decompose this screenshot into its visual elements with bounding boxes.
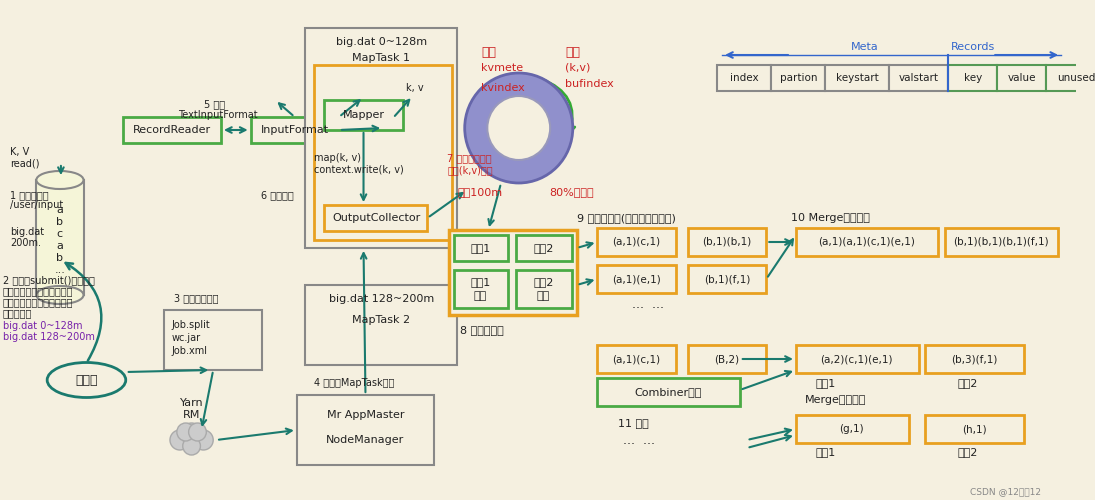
Text: 1 待处理文件: 1 待处理文件 [10, 190, 48, 200]
FancyBboxPatch shape [688, 265, 766, 293]
Circle shape [170, 430, 189, 450]
FancyBboxPatch shape [449, 230, 577, 315]
Text: Job.split: Job.split [172, 320, 210, 330]
Text: (h,1): (h,1) [963, 424, 987, 434]
Text: a: a [57, 205, 64, 215]
Text: K, V: K, V [10, 147, 30, 157]
Circle shape [181, 423, 203, 445]
Text: value: value [1007, 73, 1036, 83]
Text: 5 默认: 5 默认 [204, 99, 224, 109]
Text: Yarn: Yarn [180, 398, 204, 408]
Text: 数据: 数据 [565, 46, 580, 59]
Text: 分配的规划: 分配的规划 [3, 308, 33, 318]
Circle shape [183, 437, 200, 455]
Text: 11 合并: 11 合并 [619, 418, 649, 428]
Text: 分区2: 分区2 [533, 277, 553, 287]
Text: unused: unused [1057, 73, 1095, 83]
FancyBboxPatch shape [925, 345, 1024, 373]
Text: CSDN @12十二12: CSDN @12十二12 [970, 488, 1041, 496]
Text: 8 分区、排序: 8 分区、排序 [460, 325, 504, 335]
Text: (b,1)(f,1): (b,1)(f,1) [704, 274, 750, 284]
Text: keystart: keystart [835, 73, 878, 83]
Text: Merge归并排序: Merge归并排序 [805, 395, 866, 405]
Text: 200m.: 200m. [10, 238, 41, 248]
FancyBboxPatch shape [948, 65, 998, 91]
Text: (a,1)(c,1): (a,1)(c,1) [612, 354, 660, 364]
Text: MapTask 2: MapTask 2 [353, 315, 411, 325]
Text: context.write(k, v): context.write(k, v) [314, 165, 404, 175]
Text: 分区1: 分区1 [471, 277, 491, 287]
Text: 6 逻辑运算: 6 逻辑运算 [261, 190, 293, 200]
Text: (a,2)(c,1)(e,1): (a,2)(c,1)(e,1) [820, 354, 892, 364]
Text: (k,v): (k,v) [565, 63, 590, 73]
FancyBboxPatch shape [304, 285, 457, 365]
Text: Records: Records [950, 42, 994, 52]
Text: 2 客户端submit()前，获取: 2 客户端submit()前，获取 [3, 275, 95, 285]
Text: (g,1): (g,1) [840, 424, 864, 434]
FancyBboxPatch shape [925, 415, 1024, 443]
Text: c: c [57, 229, 64, 239]
Text: big.dat: big.dat [10, 227, 44, 237]
Text: (b,1)(b,1): (b,1)(b,1) [702, 237, 751, 247]
Text: ···  ···: ··· ··· [633, 302, 665, 314]
FancyBboxPatch shape [771, 65, 826, 91]
Text: kvmete: kvmete [482, 63, 523, 73]
Text: 分区1: 分区1 [815, 447, 835, 457]
Text: key: key [964, 73, 982, 83]
Text: 待处理数据的信息，然后根: 待处理数据的信息，然后根 [3, 286, 73, 296]
Text: (b,3)(f,1): (b,3)(f,1) [952, 354, 998, 364]
Text: OutputCollector: OutputCollector [332, 213, 420, 223]
Text: /user/input: /user/input [10, 200, 64, 210]
FancyBboxPatch shape [36, 180, 83, 295]
FancyBboxPatch shape [826, 65, 889, 91]
Text: 分区2: 分区2 [957, 447, 978, 457]
Text: (a,1)(e,1): (a,1)(e,1) [612, 274, 661, 284]
FancyBboxPatch shape [164, 310, 263, 370]
Text: NodeManager: NodeManager [326, 435, 405, 445]
Text: b: b [57, 253, 64, 263]
FancyBboxPatch shape [304, 28, 457, 248]
Text: (b,1)(b,1)(b,1)(f,1): (b,1)(b,1)(b,1)(f,1) [954, 237, 1049, 247]
Circle shape [188, 423, 206, 441]
Text: big.dat 0~128m: big.dat 0~128m [3, 321, 82, 331]
Text: 排序: 排序 [537, 291, 550, 301]
FancyBboxPatch shape [123, 117, 221, 143]
FancyBboxPatch shape [598, 345, 676, 373]
Text: 分区1: 分区1 [471, 243, 491, 253]
Text: RM: RM [183, 410, 200, 420]
Text: 9 溢出到文件(分区且区内有序): 9 溢出到文件(分区且区内有序) [577, 213, 677, 223]
Text: Mapper: Mapper [343, 110, 384, 120]
Text: RecordReader: RecordReader [132, 125, 211, 135]
FancyBboxPatch shape [688, 228, 766, 256]
FancyBboxPatch shape [516, 235, 572, 261]
Text: 3 提交切片信息: 3 提交切片信息 [174, 293, 219, 303]
Circle shape [194, 430, 214, 450]
FancyBboxPatch shape [251, 117, 339, 143]
Text: valstart: valstart [899, 73, 938, 83]
Text: a: a [57, 241, 64, 251]
Text: 据参数配置，形成一个任务: 据参数配置，形成一个任务 [3, 297, 73, 307]
FancyBboxPatch shape [945, 228, 1058, 256]
Text: TextInputFormat: TextInputFormat [178, 110, 258, 120]
Text: bufindex: bufindex [565, 79, 613, 89]
Text: big.dat 128~200m: big.dat 128~200m [328, 294, 434, 304]
FancyBboxPatch shape [598, 228, 676, 256]
FancyBboxPatch shape [454, 235, 508, 261]
FancyBboxPatch shape [324, 205, 427, 231]
FancyBboxPatch shape [454, 270, 508, 308]
FancyBboxPatch shape [598, 378, 740, 406]
Text: wc.jar: wc.jar [172, 333, 201, 343]
Text: kvindex: kvindex [482, 83, 526, 93]
Text: 80%后反向: 80%后反向 [550, 187, 593, 197]
FancyBboxPatch shape [796, 345, 919, 373]
FancyBboxPatch shape [324, 100, 403, 130]
Text: b: b [57, 217, 64, 227]
Text: 4 计算出MapTask数量: 4 计算出MapTask数量 [313, 378, 394, 388]
Text: 默认100m: 默认100m [458, 187, 503, 197]
FancyBboxPatch shape [998, 65, 1047, 91]
FancyBboxPatch shape [516, 270, 572, 308]
Text: Meta: Meta [851, 42, 878, 52]
FancyBboxPatch shape [796, 228, 938, 256]
Text: (a,1)(a,1)(c,1)(e,1): (a,1)(a,1)(c,1)(e,1) [818, 237, 915, 247]
